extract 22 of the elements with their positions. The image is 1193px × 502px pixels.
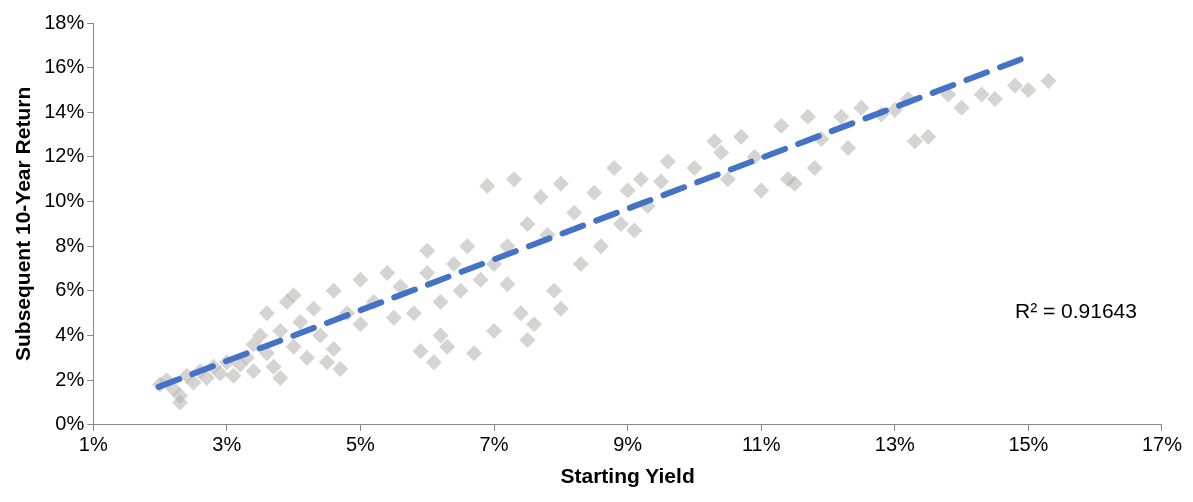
x-tick-label: 5%	[345, 433, 376, 456]
y-tick-label: 8%	[55, 233, 85, 256]
y-tick-label: 6%	[55, 278, 85, 301]
x-axis-title: Starting Yield	[560, 464, 695, 488]
y-tick-label: 14%	[44, 99, 85, 122]
y-tick-label: 0%	[55, 412, 85, 435]
annotation: R² = 0.91643	[1014, 299, 1137, 323]
x-tick-label: 7%	[479, 433, 509, 456]
y-tick-label: 4%	[55, 323, 85, 346]
x-tick-label: 11%	[741, 433, 781, 456]
x-tick-label: 17%	[1141, 433, 1183, 456]
x-tick-label: 1%	[78, 433, 108, 456]
y-tick-label: 18%	[44, 10, 85, 33]
x-tick-label: 13%	[874, 433, 916, 456]
y-tick-label: 2%	[55, 367, 85, 390]
x-tick-label: 9%	[613, 433, 643, 456]
y-tick-label: 12%	[44, 144, 85, 167]
y-tick-label: 10%	[44, 189, 85, 212]
y-tick-label: 16%	[44, 55, 85, 78]
x-tick-label: 15%	[1008, 433, 1049, 456]
y-axis-title: Subsequent 10-Year Return	[11, 86, 35, 362]
x-tick-label: 3%	[212, 433, 242, 456]
